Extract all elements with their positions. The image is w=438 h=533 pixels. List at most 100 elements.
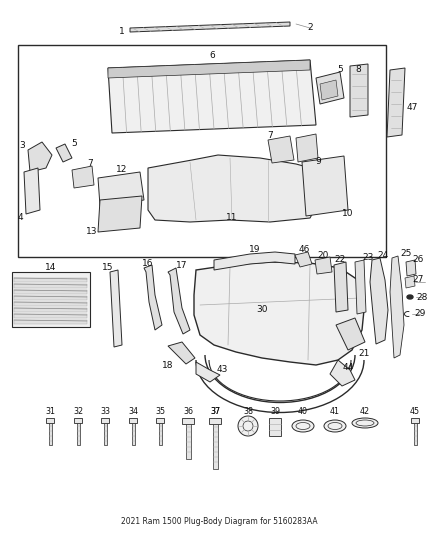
Text: 37: 37 bbox=[210, 408, 220, 416]
Bar bbox=[14, 320, 87, 324]
Bar bbox=[269, 418, 281, 436]
Bar bbox=[101, 418, 109, 423]
Text: 36: 36 bbox=[183, 408, 193, 416]
Bar bbox=[411, 418, 419, 423]
Bar bbox=[14, 308, 87, 312]
Polygon shape bbox=[28, 142, 52, 172]
Bar bbox=[212, 424, 218, 469]
Bar bbox=[182, 418, 194, 424]
Text: 43: 43 bbox=[216, 366, 228, 375]
Text: 46: 46 bbox=[298, 246, 310, 254]
Polygon shape bbox=[355, 260, 366, 314]
Ellipse shape bbox=[324, 420, 346, 432]
Text: 13: 13 bbox=[86, 228, 98, 237]
Text: 9: 9 bbox=[315, 157, 321, 166]
Text: 27: 27 bbox=[412, 276, 424, 285]
Bar bbox=[186, 424, 191, 459]
Text: 44: 44 bbox=[343, 364, 353, 373]
Text: 30: 30 bbox=[256, 305, 268, 314]
Text: 7: 7 bbox=[87, 159, 93, 168]
Polygon shape bbox=[350, 64, 368, 117]
Bar bbox=[131, 423, 134, 445]
Bar bbox=[18, 45, 386, 257]
Polygon shape bbox=[98, 196, 142, 232]
Text: 24: 24 bbox=[378, 252, 389, 261]
Bar bbox=[77, 423, 80, 445]
Polygon shape bbox=[336, 318, 365, 350]
Polygon shape bbox=[98, 172, 144, 206]
Polygon shape bbox=[24, 168, 40, 214]
Text: 7: 7 bbox=[267, 131, 273, 140]
Text: 22: 22 bbox=[334, 255, 346, 264]
Polygon shape bbox=[330, 360, 355, 386]
Text: 6: 6 bbox=[209, 52, 215, 61]
Text: 28: 28 bbox=[416, 294, 427, 303]
Text: 18: 18 bbox=[162, 361, 174, 370]
Text: 21: 21 bbox=[358, 350, 370, 359]
Polygon shape bbox=[316, 72, 344, 104]
Bar bbox=[14, 302, 87, 306]
Text: 5: 5 bbox=[71, 139, 77, 148]
Text: 38: 38 bbox=[243, 408, 253, 416]
Bar bbox=[14, 314, 87, 318]
Text: 47: 47 bbox=[406, 103, 418, 112]
Polygon shape bbox=[214, 252, 295, 270]
Text: 1: 1 bbox=[119, 28, 125, 36]
Polygon shape bbox=[110, 270, 122, 347]
Bar bbox=[413, 423, 417, 445]
Text: 26: 26 bbox=[412, 255, 424, 264]
Ellipse shape bbox=[407, 295, 413, 299]
Text: 20: 20 bbox=[317, 252, 328, 261]
Bar bbox=[14, 278, 87, 282]
Polygon shape bbox=[315, 257, 332, 274]
Text: 19: 19 bbox=[249, 246, 261, 254]
Bar bbox=[14, 296, 87, 300]
Polygon shape bbox=[108, 60, 310, 78]
Bar bbox=[49, 423, 52, 445]
Bar bbox=[12, 272, 90, 327]
Text: 11: 11 bbox=[226, 214, 238, 222]
Text: 8: 8 bbox=[355, 66, 361, 75]
Polygon shape bbox=[194, 262, 365, 365]
Ellipse shape bbox=[292, 420, 314, 432]
Text: 41: 41 bbox=[330, 408, 340, 416]
Polygon shape bbox=[268, 136, 294, 163]
Bar bbox=[103, 423, 106, 445]
Bar bbox=[209, 418, 221, 424]
Text: 39: 39 bbox=[270, 408, 280, 416]
Polygon shape bbox=[72, 166, 94, 188]
Text: 4: 4 bbox=[17, 214, 23, 222]
Text: 15: 15 bbox=[102, 263, 114, 272]
Text: 2: 2 bbox=[307, 23, 313, 33]
Text: 17: 17 bbox=[176, 262, 188, 271]
Polygon shape bbox=[130, 22, 290, 32]
Text: 2021 Ram 1500 Plug-Body Diagram for 5160283AA: 2021 Ram 1500 Plug-Body Diagram for 5160… bbox=[121, 518, 317, 527]
Ellipse shape bbox=[352, 418, 378, 428]
Bar bbox=[74, 418, 82, 423]
Polygon shape bbox=[196, 362, 220, 382]
Polygon shape bbox=[108, 60, 316, 133]
Polygon shape bbox=[56, 144, 72, 162]
Text: 3: 3 bbox=[19, 141, 25, 149]
Polygon shape bbox=[387, 68, 405, 137]
Text: 37: 37 bbox=[210, 408, 220, 416]
Polygon shape bbox=[148, 155, 320, 222]
Bar bbox=[129, 418, 137, 423]
Polygon shape bbox=[334, 262, 348, 312]
Polygon shape bbox=[168, 268, 190, 334]
Text: 42: 42 bbox=[360, 408, 370, 416]
Bar bbox=[46, 418, 54, 423]
Ellipse shape bbox=[238, 416, 258, 436]
Bar bbox=[14, 290, 87, 294]
Bar bbox=[159, 423, 162, 445]
Text: 31: 31 bbox=[45, 408, 55, 416]
Polygon shape bbox=[295, 252, 312, 267]
Polygon shape bbox=[302, 156, 348, 216]
Text: 33: 33 bbox=[100, 408, 110, 416]
Text: 32: 32 bbox=[73, 408, 83, 416]
Text: 12: 12 bbox=[117, 166, 128, 174]
Polygon shape bbox=[168, 342, 195, 364]
Text: 34: 34 bbox=[128, 408, 138, 416]
Polygon shape bbox=[320, 80, 338, 100]
Polygon shape bbox=[405, 276, 415, 288]
